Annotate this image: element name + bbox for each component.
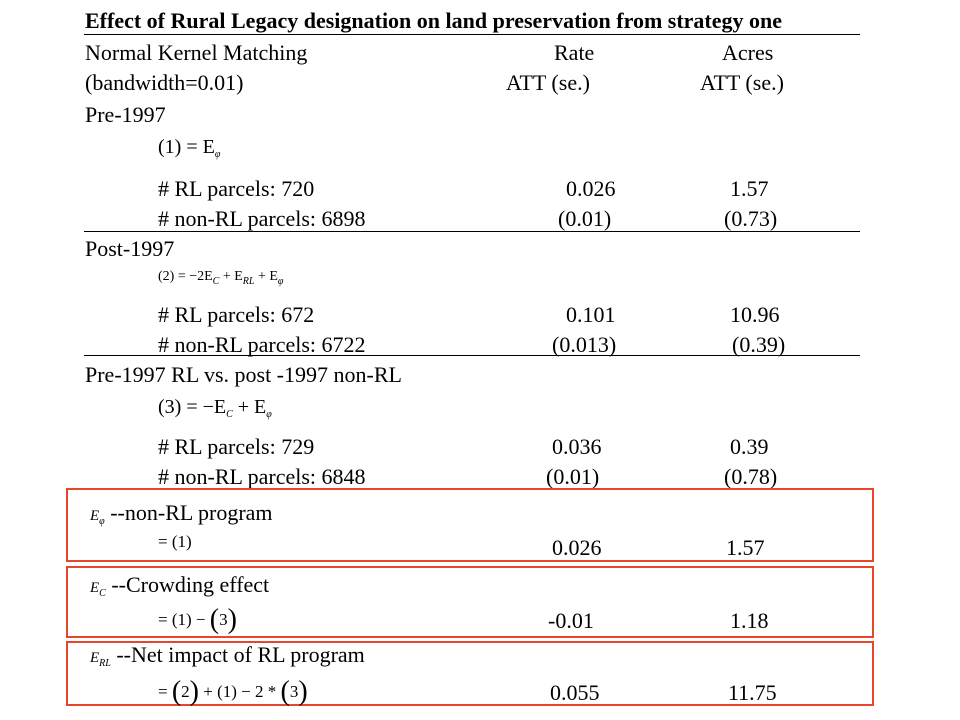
effect-crowding-heading: EC --Crowding effect [90, 572, 270, 599]
effect-symbol-e: E [90, 508, 100, 524]
formula-2: (2) = −2EC + ERL + Eφ [158, 269, 284, 287]
col-acres-subheader: ATT (se.) [700, 70, 784, 95]
effect-symbol-sub: C [99, 588, 106, 599]
highlight-box-crowding [66, 566, 874, 638]
rate-se-1: (0.01) [558, 206, 612, 231]
effect-nonrl-acres: 1.57 [726, 535, 765, 560]
effect-net-formula-b: + (1) − 2 * [199, 682, 281, 701]
method-label: Normal Kernel Matching [85, 40, 308, 65]
nonrl-parcels-2: # non-RL parcels: 6722 [158, 332, 366, 357]
paren-open: ( [280, 676, 290, 707]
rl-parcels-3: # RL parcels: 729 [158, 434, 315, 459]
paren-open: ( [171, 676, 182, 707]
highlight-box-net-impact [66, 641, 874, 706]
col-rate-subheader: ATT (se.) [506, 70, 590, 95]
paren-close: ) [298, 676, 308, 707]
effect-net-rate: 0.055 [550, 680, 600, 705]
divider [84, 231, 860, 232]
table-title: Effect of Rural Legacy designation on la… [85, 8, 783, 33]
formula-1-sub: φ [214, 149, 221, 160]
paren-close: ) [227, 604, 237, 635]
nonrl-parcels-3: # non-RL parcels: 6848 [158, 464, 366, 489]
col-acres-header: Acres [722, 40, 774, 65]
formula-3a-sub: C [226, 409, 233, 420]
effect-nonrl-label: --non-RL program [110, 500, 273, 525]
paren-close: ) [189, 676, 199, 707]
effect-symbol-e: E [90, 580, 100, 596]
rl-parcels-1: # RL parcels: 720 [158, 176, 315, 201]
highlight-box-nonrl [66, 488, 874, 562]
effect-crowding-formula: = (1) − (3) [158, 603, 237, 634]
divider [84, 34, 860, 35]
col-rate-header: Rate [554, 40, 595, 65]
acres-se-1: (0.73) [724, 206, 778, 231]
formula-2c-sub: φ [277, 276, 284, 287]
paren-inner: 3 [219, 610, 228, 629]
rate-att-3: 0.036 [552, 434, 602, 459]
section-label-post1997: Post-1997 [85, 236, 175, 261]
rl-parcels-2: # RL parcels: 672 [158, 302, 315, 327]
rate-att-2: 0.101 [566, 302, 616, 327]
formula-1-text: (1) = E [158, 136, 215, 158]
section-label-pre-vs-post: Pre-1997 RL vs. post -1997 non-RL [85, 362, 402, 387]
formula-2b-sub: RL [242, 276, 255, 287]
effect-symbol-sub: φ [99, 516, 105, 527]
formula-3a: (3) = −E [158, 396, 227, 418]
divider [84, 355, 860, 356]
effect-crowding-formula-a: = (1) − [158, 610, 210, 629]
formula-1: (1) = Eφ [158, 136, 221, 160]
effect-net-formula-a: = [158, 682, 172, 701]
acres-se-2: (0.39) [732, 332, 786, 357]
formula-3b-sub: φ [266, 409, 272, 420]
effect-nonrl-formula: = (1) [158, 532, 192, 551]
section-label-pre1997: Pre-1997 [85, 102, 166, 127]
effect-crowding-label: --Crowding effect [111, 572, 270, 597]
acres-att-1: 1.57 [730, 176, 769, 201]
effect-net-acres: 11.75 [728, 680, 777, 705]
paren-open: ( [209, 604, 220, 635]
acres-att-3: 0.39 [730, 434, 769, 459]
rate-se-2: (0.013) [552, 332, 617, 357]
bandwidth-label: (bandwidth=0.01) [85, 70, 244, 95]
formula-2a-sub: C [212, 276, 220, 287]
rate-se-3: (0.01) [546, 464, 600, 489]
nonrl-parcels-1: # non-RL parcels: 6898 [158, 206, 366, 231]
effect-net-formula: = (2) + (1) − 2 * (3) [158, 675, 308, 706]
effect-nonrl-rate: 0.026 [552, 535, 602, 560]
rate-att-1: 0.026 [566, 176, 616, 201]
formula-3: (3) = −EC + Eφ [158, 396, 272, 420]
formula-2b: + E [219, 269, 243, 284]
effect-crowding-rate: -0.01 [548, 608, 594, 633]
paren-inner: 2 [181, 682, 190, 701]
effect-symbol-e: E [90, 650, 100, 666]
effect-nonrl-heading: Eφ --non-RL program [90, 500, 273, 527]
effect-symbol-sub: RL [99, 658, 111, 669]
acres-se-3: (0.78) [724, 464, 778, 489]
formula-2a: (2) = −2E [158, 269, 213, 284]
effect-net-label: --Net impact of RL program [116, 642, 365, 667]
acres-att-2: 10.96 [730, 302, 780, 327]
effect-net-heading: ERL --Net impact of RL program [90, 642, 365, 669]
formula-3b: + E [232, 396, 267, 418]
effect-crowding-acres: 1.18 [730, 608, 769, 633]
paren-inner: 3 [289, 682, 299, 701]
formula-2c: + E [254, 269, 278, 284]
